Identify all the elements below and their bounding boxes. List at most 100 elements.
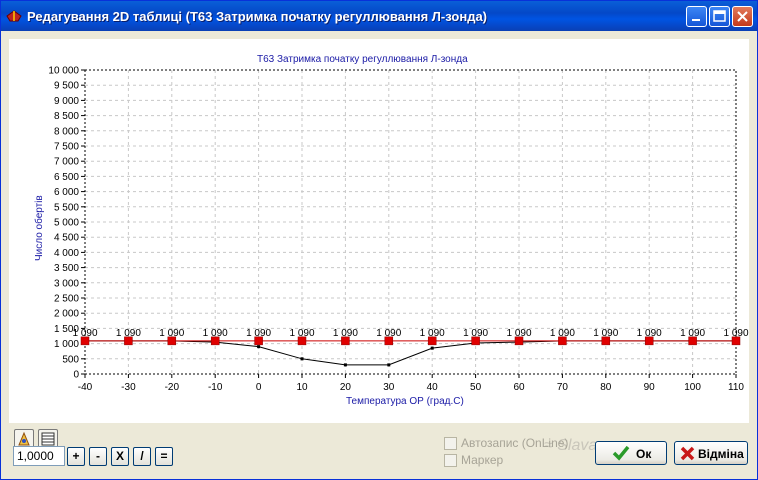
data-label: 1 090 (376, 328, 401, 339)
add-button[interactable]: + (67, 447, 85, 466)
minimize-button[interactable] (686, 6, 707, 27)
y-tick-label: 1 500 (54, 324, 79, 335)
y-tick-label: 5 500 (54, 202, 79, 213)
y-axis-label: Число обертів (33, 195, 45, 261)
close-button[interactable] (732, 6, 753, 27)
divide-button[interactable]: / (133, 447, 151, 466)
series-point-table (341, 336, 350, 346)
series-point-table (124, 336, 133, 346)
y-axis: 0 500 1 000 1 500 2 000 2 500 3 000 3 500 4 000 4… (48, 66, 85, 381)
series-line-actual (85, 340, 736, 366)
ok-button[interactable]: Ок (595, 441, 667, 465)
x-tick-label: -40 (78, 382, 93, 393)
y-tick-label: 4 000 (54, 248, 79, 259)
dialog-client: Т63 Затримка початку регуллювання Л-зонд… (4, 31, 754, 477)
y-tick-label: 500 (62, 354, 79, 365)
data-label: 1 090 (463, 328, 488, 339)
series-point-table (210, 336, 220, 346)
chart-series: 1 090 1 090 1 090 1 090 1 090 1 090 1 090 1 090… (72, 328, 749, 367)
table-view-button[interactable] (38, 429, 58, 449)
y-tick-label: 8 000 (54, 126, 79, 137)
series-point-actual (387, 363, 391, 367)
data-label: 1 090 (203, 328, 228, 339)
series-point-table (601, 336, 611, 346)
y-tick-label: 2 500 (54, 294, 79, 305)
y-tick-label: 9 500 (54, 81, 79, 92)
data-label: 1 090 (289, 328, 314, 339)
maximize-button[interactable] (709, 6, 730, 27)
y-tick-label: 7 000 (54, 157, 79, 168)
y-tick-label: 10 000 (48, 66, 79, 77)
y-tick-label: 3 500 (54, 263, 79, 274)
series-point-table (514, 336, 524, 346)
x-tick-label: 40 (427, 382, 439, 393)
checkmark-icon (612, 445, 630, 461)
y-tick-label: 6 000 (54, 187, 79, 198)
series-point-table (297, 336, 307, 346)
cancel-button[interactable]: Відміна (674, 441, 748, 465)
data-label: 1 090 (246, 328, 271, 339)
x-tick-label: 10 (296, 382, 308, 393)
y-tick-label: 8 500 (54, 111, 79, 122)
x-tick-label: 100 (684, 382, 701, 393)
x-tick-label: 70 (557, 382, 569, 393)
y-tick-label: 9 000 (54, 96, 79, 107)
x-tick-label: 0 (256, 382, 262, 393)
marker-checkbox[interactable] (444, 454, 457, 467)
factor-input[interactable]: 1,0000 (13, 446, 65, 466)
data-label: 1 090 (116, 328, 141, 339)
y-tick-label: 4 500 (54, 233, 79, 244)
watermark: ≈ Slava (544, 437, 598, 454)
multiply-button[interactable]: X (111, 447, 129, 466)
chart-title: Т63 Затримка початку регуллювання Л-зонд… (257, 54, 468, 65)
data-label: 1 090 (550, 328, 575, 339)
cancel-label: Відміна (698, 447, 744, 461)
data-label: 1 090 (72, 328, 97, 339)
series-point-table (384, 336, 394, 346)
y-tick-label: 1 000 (54, 339, 79, 350)
series-point-actual (300, 357, 304, 361)
x-tick-label: 50 (470, 382, 482, 393)
x-tick-label: -10 (208, 382, 223, 393)
series-point-table (471, 336, 480, 346)
autosave-checkbox[interactable] (444, 437, 457, 450)
series-point-table (558, 336, 567, 346)
y-tick-label: 2 000 (54, 309, 79, 320)
x-tick-label: 60 (513, 382, 525, 393)
data-label: 1 090 (593, 328, 618, 339)
app-icon (6, 10, 22, 22)
x-tick-label: -30 (121, 382, 136, 393)
y-tick-label: 5 000 (54, 218, 79, 229)
y-tick-label: 0 (73, 370, 79, 381)
series-point-table (427, 336, 437, 346)
marker-label: Маркер (461, 453, 504, 467)
minimize-icon (692, 19, 700, 21)
data-label: 1 090 (506, 328, 531, 339)
data-label: 1 090 (159, 328, 184, 339)
data-label: 1 090 (637, 328, 662, 339)
title-bar[interactable]: Редагування 2D таблиці (Т63 Затримка поч… (1, 1, 757, 31)
series-point-table (80, 336, 90, 346)
line-chart[interactable]: Т63 Затримка початку регуллювання Л-зонд… (9, 39, 749, 423)
x-axis-label: Температура ОР (град.С) (346, 396, 464, 407)
series-point-table (644, 336, 654, 346)
series-point-actual (430, 346, 434, 350)
series-point-actual (343, 363, 347, 367)
data-label: 1 090 (420, 328, 445, 339)
chart-settings-button[interactable] (14, 429, 34, 449)
x-axis: -40 -30 -20 -10 0 10 20 30 40 50 60 70 80 90 100 110 (78, 374, 744, 393)
close-icon (737, 11, 748, 22)
x-tick-label: 20 (340, 382, 352, 393)
series-point-table (688, 336, 697, 346)
subtract-button[interactable]: - (89, 447, 107, 466)
x-tick-label: 90 (644, 382, 656, 393)
equals-button[interactable]: = (155, 447, 173, 466)
series-point-table (167, 336, 177, 346)
maximize-icon (713, 10, 726, 22)
data-label: 1 090 (723, 328, 748, 339)
chart-panel[interactable]: Т63 Затримка початку регуллювання Л-зонд… (9, 39, 749, 423)
x-tick-label: 30 (383, 382, 395, 393)
series-point-table (731, 336, 741, 346)
window-title: Редагування 2D таблиці (Т63 Затримка поч… (27, 9, 488, 24)
